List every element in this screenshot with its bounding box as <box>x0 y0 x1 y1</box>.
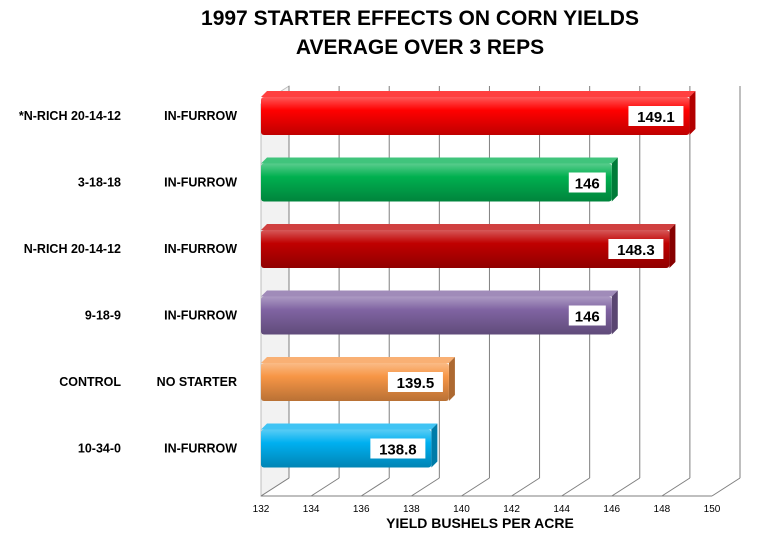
bar-end <box>611 290 618 335</box>
bar-end <box>689 91 696 135</box>
bar-top <box>261 157 618 164</box>
data-label-box <box>370 438 426 459</box>
category-label-product: 9-18-9 <box>85 309 121 323</box>
chart-title: 1997 STARTER EFFECTS ON CORN YIELDS AVER… <box>0 4 778 62</box>
bar <box>261 296 612 335</box>
category-label-product: 10-34-0 <box>78 442 121 456</box>
floor-gridline <box>310 477 340 497</box>
bar-top <box>261 423 438 430</box>
x-tick-label: 132 <box>253 504 270 515</box>
floor-gridline <box>561 477 590 497</box>
data-label-box <box>628 106 684 126</box>
x-tick-label: 146 <box>603 504 620 515</box>
data-label: 149.1 <box>637 109 675 126</box>
bar-top <box>261 224 676 230</box>
bar <box>261 230 670 268</box>
category-label-method: IN-FURROW <box>164 442 237 456</box>
x-tick-label: 142 <box>503 504 520 515</box>
category-label-method: IN-FURROW <box>164 242 237 256</box>
category-label-method: NO STARTER <box>157 375 237 389</box>
category-label-method: IN-FURROW <box>164 176 237 190</box>
data-label: 146 <box>575 309 600 326</box>
x-tick-label: 148 <box>654 504 671 515</box>
bar-top <box>261 290 618 297</box>
chart-title-line1: 1997 STARTER EFFECTS ON CORN YIELDS <box>201 7 639 30</box>
floor-gridline <box>511 477 540 497</box>
category-label-product: CONTROL <box>59 375 121 389</box>
floor-gridline <box>411 477 440 497</box>
data-label-box <box>568 305 606 326</box>
x-tick-label: 150 <box>704 504 721 515</box>
category-label-product: N-RICH 20-14-12 <box>24 242 121 256</box>
data-label-box <box>387 372 443 392</box>
x-tick-label: 140 <box>453 504 470 515</box>
bar <box>261 163 612 202</box>
floor-gridline <box>360 477 390 497</box>
floor-gridline <box>611 477 641 497</box>
data-label: 148.3 <box>617 242 655 259</box>
bar-end <box>611 157 618 202</box>
data-label-box <box>608 239 664 259</box>
x-tick-label: 144 <box>553 504 570 515</box>
bar-end <box>448 357 455 401</box>
labels-layer: 149.1 *N-RICH 20-14-12 IN-FURROW 146 3-18-18… <box>19 106 684 459</box>
bar-end <box>669 224 676 268</box>
category-label-product: *N-RICH 20-14-12 <box>19 109 121 123</box>
x-tick-label: 138 <box>403 504 420 515</box>
x-tick-label: 136 <box>353 504 370 515</box>
category-label-product: 3-18-18 <box>78 176 121 190</box>
category-label-method: IN-FURROW <box>164 309 237 323</box>
bar-top <box>261 91 696 97</box>
category-label-method: IN-FURROW <box>164 109 237 123</box>
floor-gridline <box>461 477 490 497</box>
x-axis-label: YIELD BUSHELS PER ACRE <box>386 515 574 531</box>
data-label: 146 <box>575 176 600 193</box>
data-label-box <box>568 172 606 193</box>
data-label: 138.8 <box>379 442 417 459</box>
x-tick-label: 134 <box>303 504 320 515</box>
floor-gridline <box>260 477 290 497</box>
bar-top <box>261 357 455 363</box>
chart-subtitle: AVERAGE OVER 3 REPS <box>295 36 545 59</box>
floor-gridline <box>711 477 741 497</box>
bars-layer <box>261 91 696 468</box>
floor-gridline <box>661 477 691 497</box>
bar-end <box>431 423 438 468</box>
data-label: 139.5 <box>397 375 435 392</box>
bar <box>261 97 690 135</box>
